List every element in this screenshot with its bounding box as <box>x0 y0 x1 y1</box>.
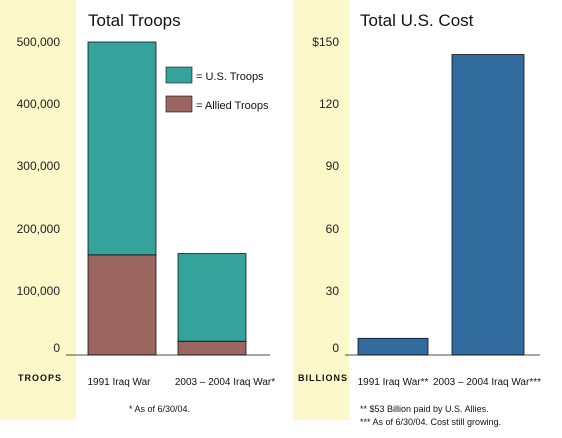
cost-axis-label: BILLIONS <box>298 373 348 383</box>
troops-tick-label-1: 100,000 <box>17 284 61 298</box>
troops-category-1991: 1991 Iraq War <box>88 377 152 388</box>
troops-tick-label-4: 400,000 <box>17 97 61 111</box>
legend-allied-troops-label: = Allied Troops <box>196 100 269 112</box>
cost-bars <box>345 54 540 356</box>
legend-us-troops-swatch <box>165 66 193 84</box>
cost-tick-label-90: 90 <box>326 159 340 173</box>
troops-chart-title: Total Troops <box>88 11 181 30</box>
troops-tick-label-3: 300,000 <box>17 159 61 173</box>
cost-bar-1 <box>451 54 525 356</box>
cost-tick-label-150: $150 <box>312 35 339 49</box>
troops-category-2003: 2003 – 2004 Iraq War* <box>175 377 275 388</box>
allied-troops-bar-0 <box>87 254 157 356</box>
troops-footnote: * As of 6/30/04. <box>129 404 190 414</box>
left-panel-band <box>0 0 76 420</box>
troops-tick-label-0: 0 <box>53 341 60 355</box>
right-panel-band <box>293 0 349 420</box>
legend-us-troops-label: = U.S. Troops <box>196 71 264 83</box>
cost-bar-0 <box>357 337 429 356</box>
cost-tick-label-120: 120 <box>319 97 339 111</box>
cost-footnote-2: *** As of 6/30/04. Cost still growing. <box>360 417 501 427</box>
allied-troops-bar-1 <box>177 340 247 356</box>
cost-footnote-1: ** $53 Billion paid by U.S. Allies. <box>360 404 489 414</box>
cost-category-2003: 2003 – 2004 Iraq War*** <box>433 377 541 388</box>
cost-category-1991: 1991 Iraq War** <box>358 377 429 388</box>
legend-allied-troops-swatch <box>165 95 193 113</box>
cost-chart-title: Total U.S. Cost <box>360 11 474 30</box>
cost-tick-label-30: 30 <box>326 284 340 298</box>
troops-tick-label-5: 500,000 <box>17 35 61 49</box>
cost-tick-label-60: 60 <box>326 222 340 236</box>
troops-y-ticks: 0 100,000 200,000 300,000 400,000 500,00… <box>17 35 61 355</box>
cost-tick-label-0: 0 <box>332 341 339 355</box>
us-troops-bar-0 <box>87 41 157 256</box>
cost-y-ticks: 0 30 60 90 120 $150 <box>312 35 339 355</box>
us-troops-bar-1 <box>177 253 247 342</box>
troops-tick-label-2: 200,000 <box>17 222 61 236</box>
troops-bars <box>66 41 270 356</box>
troops-axis-label: TROOPS <box>18 373 62 383</box>
